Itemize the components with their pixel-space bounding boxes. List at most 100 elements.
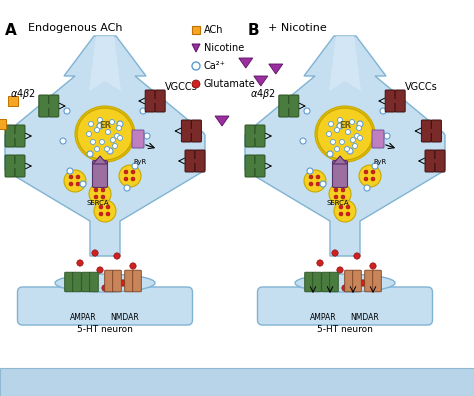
FancyBboxPatch shape — [195, 150, 205, 172]
Polygon shape — [329, 36, 361, 91]
FancyBboxPatch shape — [365, 270, 374, 292]
Circle shape — [107, 273, 113, 279]
Circle shape — [97, 123, 103, 129]
Ellipse shape — [77, 108, 133, 160]
FancyBboxPatch shape — [73, 272, 82, 292]
FancyBboxPatch shape — [5, 155, 15, 177]
Circle shape — [360, 280, 366, 286]
Circle shape — [92, 250, 98, 256]
Circle shape — [339, 139, 345, 145]
Text: AMPAR: AMPAR — [70, 314, 96, 322]
Circle shape — [330, 139, 336, 145]
Circle shape — [327, 131, 331, 137]
Circle shape — [370, 263, 376, 269]
FancyBboxPatch shape — [257, 287, 432, 325]
Bar — [10, 134, 20, 138]
Circle shape — [131, 170, 135, 174]
Circle shape — [355, 133, 359, 139]
Bar — [427, 129, 437, 133]
Circle shape — [304, 170, 326, 192]
Ellipse shape — [317, 108, 373, 160]
Circle shape — [337, 267, 343, 273]
FancyBboxPatch shape — [132, 130, 144, 148]
Text: A: A — [5, 23, 17, 38]
FancyBboxPatch shape — [332, 160, 347, 187]
Circle shape — [354, 253, 360, 259]
Circle shape — [107, 148, 113, 154]
Polygon shape — [333, 156, 347, 164]
Text: NMDAR: NMDAR — [110, 314, 139, 322]
Circle shape — [101, 195, 105, 199]
Circle shape — [349, 120, 355, 124]
Circle shape — [345, 147, 349, 152]
FancyBboxPatch shape — [191, 120, 201, 142]
FancyBboxPatch shape — [395, 90, 405, 112]
Circle shape — [357, 135, 363, 141]
Circle shape — [356, 126, 362, 131]
FancyBboxPatch shape — [182, 120, 191, 142]
Circle shape — [317, 260, 323, 266]
FancyBboxPatch shape — [313, 272, 321, 292]
Bar — [190, 159, 200, 163]
Text: SERCA: SERCA — [327, 200, 349, 206]
Circle shape — [84, 277, 90, 283]
Text: ACh: ACh — [204, 25, 224, 35]
Circle shape — [140, 108, 146, 114]
Circle shape — [60, 138, 66, 144]
Circle shape — [359, 165, 381, 187]
Circle shape — [332, 250, 338, 256]
Text: SERCA: SERCA — [87, 200, 109, 206]
Text: RyR: RyR — [133, 159, 146, 165]
FancyBboxPatch shape — [425, 150, 435, 172]
Circle shape — [144, 133, 150, 139]
Circle shape — [94, 128, 100, 133]
Text: $\alpha$4$\beta$2: $\alpha$4$\beta$2 — [10, 87, 36, 101]
Text: Endogenous ACh: Endogenous ACh — [28, 23, 122, 33]
Ellipse shape — [55, 274, 155, 292]
Bar — [192, 26, 200, 34]
Circle shape — [364, 177, 368, 181]
Circle shape — [109, 120, 115, 124]
Polygon shape — [93, 156, 107, 164]
Text: Nicotine: Nicotine — [204, 43, 244, 53]
Circle shape — [114, 253, 120, 259]
Circle shape — [320, 181, 326, 187]
Circle shape — [77, 260, 83, 266]
Circle shape — [328, 122, 334, 126]
Text: B: B — [248, 23, 260, 38]
FancyBboxPatch shape — [155, 90, 165, 112]
Text: ER: ER — [99, 122, 111, 131]
Ellipse shape — [315, 106, 375, 162]
Circle shape — [132, 163, 138, 169]
Circle shape — [112, 143, 118, 148]
Circle shape — [101, 188, 105, 192]
Circle shape — [89, 122, 93, 126]
FancyBboxPatch shape — [92, 160, 108, 187]
Bar — [150, 99, 160, 103]
Text: $\alpha$4$\beta$2: $\alpha$4$\beta$2 — [250, 87, 276, 101]
Circle shape — [316, 175, 320, 179]
Circle shape — [371, 170, 375, 174]
Text: 5-HT neuron: 5-HT neuron — [77, 326, 133, 335]
FancyBboxPatch shape — [435, 150, 445, 172]
Circle shape — [364, 185, 370, 191]
Polygon shape — [192, 44, 200, 52]
FancyBboxPatch shape — [385, 90, 395, 112]
Circle shape — [76, 175, 80, 179]
Circle shape — [99, 212, 103, 216]
FancyBboxPatch shape — [289, 95, 299, 117]
Circle shape — [380, 108, 386, 114]
FancyBboxPatch shape — [345, 270, 353, 292]
Circle shape — [104, 147, 109, 152]
Circle shape — [364, 170, 368, 174]
Bar — [0, 368, 474, 396]
Circle shape — [346, 212, 350, 216]
Circle shape — [67, 168, 73, 174]
FancyBboxPatch shape — [255, 155, 265, 177]
Circle shape — [339, 212, 343, 216]
FancyBboxPatch shape — [322, 272, 330, 292]
Ellipse shape — [75, 106, 135, 162]
Circle shape — [347, 273, 353, 279]
Circle shape — [334, 195, 338, 199]
Text: Ca²⁺: Ca²⁺ — [204, 61, 226, 71]
